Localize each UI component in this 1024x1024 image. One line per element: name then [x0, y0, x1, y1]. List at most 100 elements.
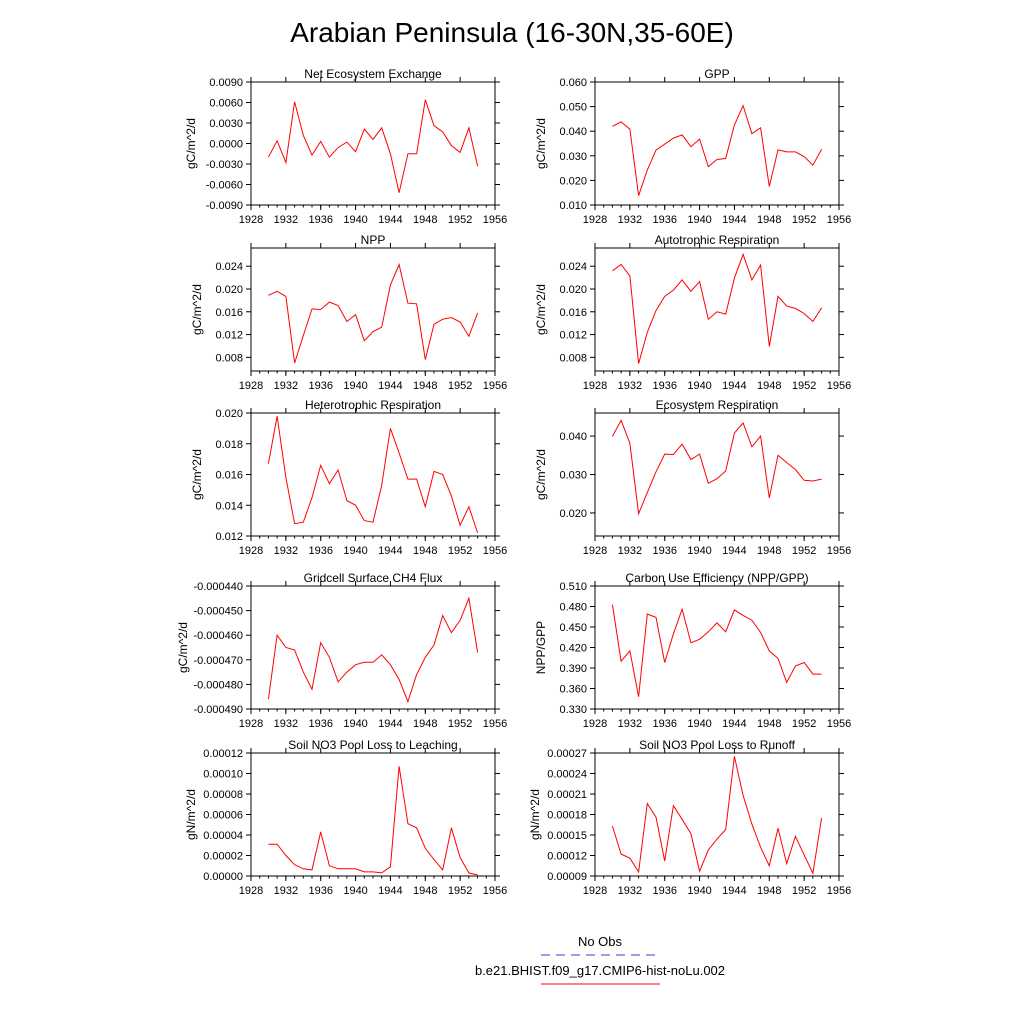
x-tick-label: 1936 [652, 214, 676, 226]
y-tick-label: 0.00015 [547, 830, 587, 842]
x-tick-label: 1940 [343, 214, 367, 226]
x-tick-label: 1952 [448, 718, 472, 730]
x-tick-label: 1928 [239, 214, 263, 226]
x-tick-label: 1952 [792, 380, 816, 392]
panel-0: Net Ecosystem Exchange 1928 1932 1936 1940 19… [184, 67, 507, 226]
legend: No Obs b.e21.BHIST.f09_g17.CMIP6-hist-no… [475, 934, 725, 985]
legend-model-label: b.e21.BHIST.f09_g17.CMIP6-hist-noLu.002 [475, 963, 725, 978]
panel-title: Soil NO3 Pool Loss to Leaching [288, 738, 457, 752]
panel-title: Soil NO3 Pool Loss to Runoff [639, 738, 796, 752]
x-tick-label: 1940 [687, 718, 711, 730]
x-tick-label: 1956 [483, 718, 507, 730]
y-tick-label: -0.000450 [193, 606, 243, 618]
y-tick-label: 0.040 [559, 431, 587, 443]
y-tick-label: 0.018 [215, 439, 243, 451]
y-tick-label: 0.0090 [209, 77, 243, 89]
x-tick-label: 1952 [792, 885, 816, 897]
y-tick-label: 0.024 [215, 261, 243, 273]
x-tick-label: 1956 [827, 380, 851, 392]
y-tick-label: 0.016 [215, 307, 243, 319]
y-axis-label: gC/m^2/d [184, 118, 198, 169]
x-tick-label: 1952 [792, 718, 816, 730]
y-tick-label: 0.024 [559, 261, 587, 273]
y-tick-label: 0.016 [215, 470, 243, 482]
x-tick-label: 1952 [448, 380, 472, 392]
panel-2: NPP 1928 1932 1936 1940 1944 1948 1952 1956 0.008… [190, 233, 507, 392]
x-tick-label: 1948 [757, 545, 781, 557]
x-tick-label: 1948 [757, 885, 781, 897]
x-tick-label: 1948 [413, 718, 437, 730]
x-tick-label: 1932 [274, 885, 298, 897]
y-axis-label: gC/m^2/d [176, 622, 190, 673]
series-line [268, 766, 478, 876]
plot-frame [250, 81, 496, 206]
x-tick-label: 1932 [274, 214, 298, 226]
series-line [612, 252, 823, 364]
y-tick-label: 0.00027 [547, 748, 587, 760]
y-tick-label: -0.0090 [206, 200, 243, 212]
x-tick-label: 1944 [378, 718, 402, 730]
panel-title: GPP [704, 67, 729, 81]
y-tick-label: -0.0030 [206, 159, 243, 171]
y-tick-label: 0.0060 [209, 98, 243, 110]
legend-obs-label: No Obs [578, 934, 623, 949]
x-tick-label: 1948 [413, 545, 437, 557]
x-tick-label: 1932 [274, 718, 298, 730]
figure-title: Arabian Peninsula (16-30N,35-60E) [290, 17, 734, 48]
y-axis-label: gN/m^2/d [528, 789, 542, 840]
y-tick-label: 0.00002 [203, 851, 243, 863]
x-tick-label: 1936 [308, 214, 332, 226]
y-tick-label: 0.510 [559, 581, 587, 593]
x-tick-label: 1940 [687, 545, 711, 557]
plot-frame [594, 412, 840, 537]
x-tick-label: 1948 [413, 380, 437, 392]
y-tick-label: 0.330 [559, 704, 587, 716]
x-tick-label: 1952 [448, 214, 472, 226]
x-tick-label: 1944 [722, 380, 746, 392]
x-tick-label: 1928 [583, 718, 607, 730]
x-tick-label: 1948 [757, 380, 781, 392]
x-tick-label: 1932 [618, 380, 642, 392]
y-tick-label: 0.420 [559, 643, 587, 655]
x-tick-label: 1940 [343, 885, 367, 897]
y-tick-label: 0.00008 [203, 789, 243, 801]
y-tick-label: 0.020 [215, 408, 243, 420]
plot-frame [250, 412, 496, 537]
x-tick-label: 1928 [239, 885, 263, 897]
y-axis-label: gN/m^2/d [184, 789, 198, 840]
x-tick-label: 1952 [448, 545, 472, 557]
y-tick-label: 0.00004 [203, 830, 243, 842]
y-tick-label: -0.000490 [193, 704, 243, 716]
y-tick-label: 0.360 [559, 684, 587, 696]
series-line [267, 99, 479, 193]
plot-frame [594, 247, 840, 372]
y-tick-label: 0.040 [559, 126, 587, 138]
x-tick-label: 1956 [827, 885, 851, 897]
panel-title: Carbon Use Efficiency (NPP/GPP) [625, 571, 808, 585]
series-line [612, 104, 823, 196]
y-tick-label: -0.000440 [193, 581, 243, 593]
x-tick-label: 1940 [687, 214, 711, 226]
panel-title: Ecosystem Respiration [656, 398, 779, 412]
y-tick-label: 0.00018 [547, 810, 587, 822]
x-tick-label: 1932 [618, 718, 642, 730]
x-tick-label: 1940 [687, 380, 711, 392]
x-tick-label: 1936 [308, 380, 332, 392]
x-tick-label: 1956 [483, 380, 507, 392]
y-tick-label: 0.008 [215, 352, 243, 364]
x-tick-label: 1940 [343, 545, 367, 557]
y-axis-label: gC/m^2/d [534, 118, 548, 169]
y-tick-label: 0.008 [559, 352, 587, 364]
x-tick-label: 1932 [618, 214, 642, 226]
x-tick-label: 1944 [722, 214, 746, 226]
x-tick-label: 1952 [792, 214, 816, 226]
x-tick-label: 1952 [448, 885, 472, 897]
y-tick-label: -0.000460 [193, 630, 243, 642]
x-tick-label: 1944 [378, 885, 402, 897]
y-tick-label: 0.012 [215, 531, 243, 543]
x-tick-label: 1936 [652, 545, 676, 557]
y-tick-label: 0.450 [559, 622, 587, 634]
y-axis-label: gC/m^2/d [534, 449, 548, 500]
x-tick-label: 1956 [827, 214, 851, 226]
